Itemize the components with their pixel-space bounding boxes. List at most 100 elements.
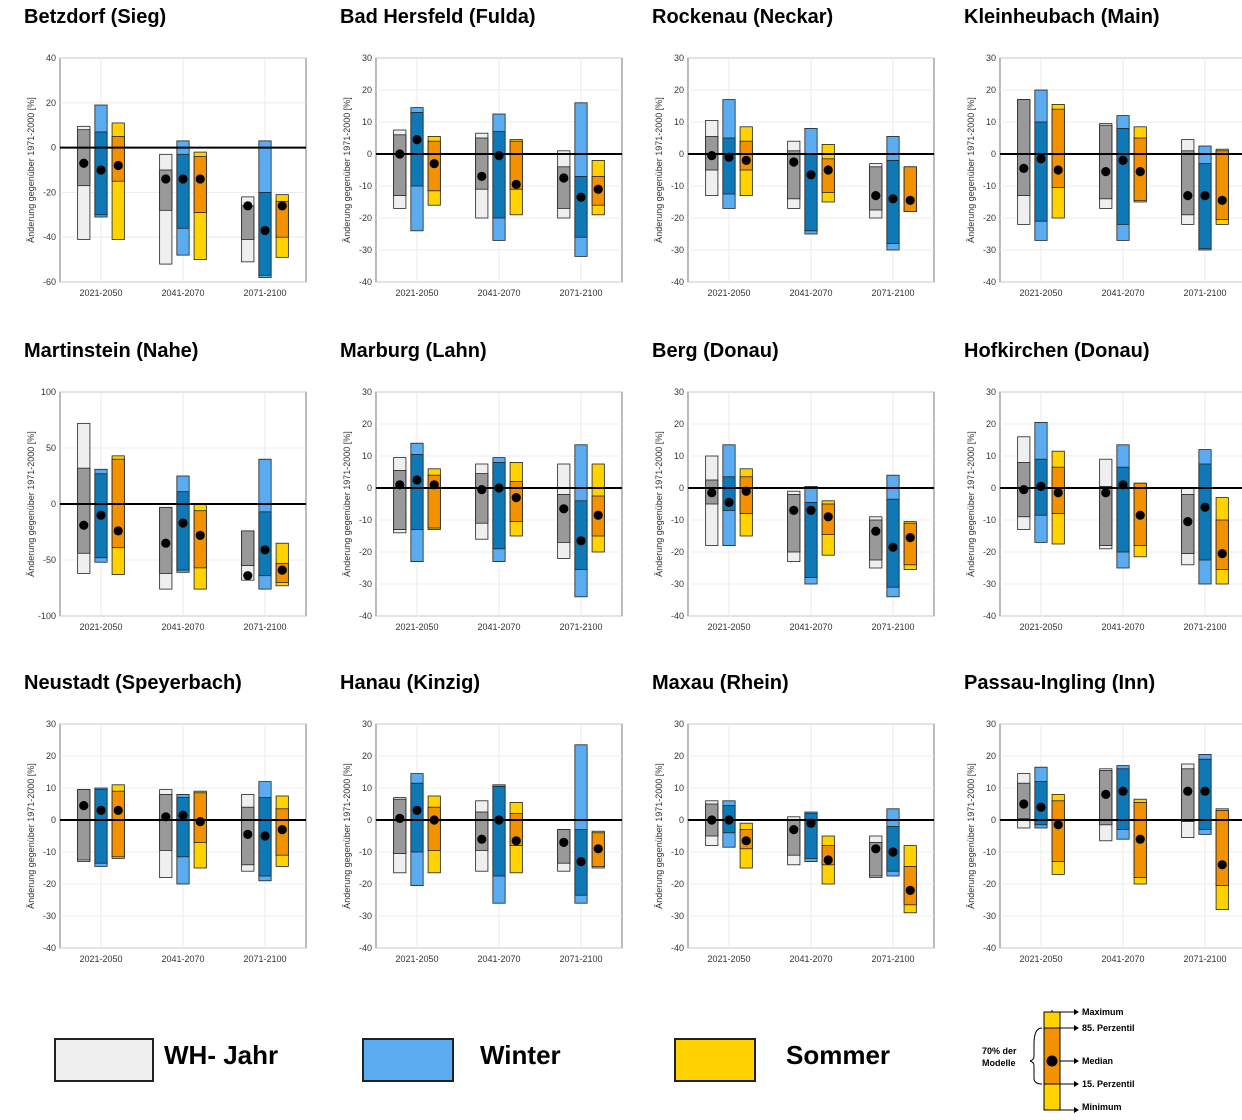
chart-panel: Marburg (Lahn) -40 -30 -20 -10 0 10 20 30 2021-20… <box>338 340 638 670</box>
y-tick-label: 10 <box>674 451 684 461</box>
y-tick-label: -10 <box>43 847 56 857</box>
box-winter-inner <box>176 153 190 229</box>
y-tick-label: -100 <box>38 611 56 621</box>
y-tick-label: -40 <box>983 277 996 287</box>
median-dot-sommer <box>1135 167 1145 177</box>
legend-label-winter: Winter <box>480 1040 561 1070</box>
y-tick-label: 20 <box>362 751 372 761</box>
chart-plot: -40 -30 -20 -10 0 10 20 30 2021-2050 2041-2070 207… <box>966 719 1242 964</box>
y-tick-label: 50 <box>46 443 56 453</box>
box-winter-inner <box>176 797 190 858</box>
median-dot-sommer <box>1217 195 1227 205</box>
y-tick-label: 30 <box>674 387 684 397</box>
box-winter-inner <box>410 782 424 853</box>
box-winter-inner <box>804 501 818 578</box>
median-dot-sommer <box>277 565 287 575</box>
key-bracket <box>1030 1027 1043 1085</box>
box-sommer-inner <box>111 790 125 858</box>
box-whjahr-inner <box>393 798 407 854</box>
key-label-p85: 85. Perzentil <box>1082 1023 1135 1033</box>
median-dot-whjahr <box>789 505 799 515</box>
median-dot-whjahr <box>559 837 569 847</box>
median-dot-whjahr <box>871 191 881 201</box>
median-dot-whjahr <box>243 201 253 211</box>
x-tick-label: 2071-2100 <box>559 288 602 298</box>
x-tick-label: 2071-2100 <box>559 622 602 632</box>
x-tick-label: 2071-2100 <box>1183 954 1226 964</box>
key-label-minimum: Minimum <box>1082 1102 1122 1112</box>
y-tick-label: -10 <box>671 515 684 525</box>
x-tick-label: 2041-2070 <box>477 288 520 298</box>
box-winter-inner <box>1116 466 1130 553</box>
y-tick-label: -20 <box>359 879 372 889</box>
y-tick-label: 20 <box>674 751 684 761</box>
median-dot-winter <box>1118 480 1128 490</box>
median-dot-sommer <box>905 195 915 205</box>
y-tick-label: -40 <box>671 277 684 287</box>
median-dot-winter <box>96 165 106 175</box>
y-tick-label: -50 <box>43 555 56 565</box>
median-dot-whjahr <box>1101 789 1111 799</box>
median-dot-sommer <box>113 526 123 536</box>
y-axis-label: Änderung gegenüber 1971-2000 [%] <box>26 431 36 577</box>
median-dot-sommer <box>195 174 205 184</box>
y-tick-label: 0 <box>367 815 372 825</box>
chart-title: Maxau (Rhein) <box>652 672 789 694</box>
box-sommer-inner <box>1215 519 1229 570</box>
x-tick-label: 2041-2070 <box>161 288 204 298</box>
box-whjahr-inner <box>787 494 801 553</box>
x-tick-label: 2021-2050 <box>1019 954 1062 964</box>
chart-title: Hofkirchen (Donau) <box>964 340 1150 362</box>
x-tick-label: 2071-2100 <box>871 622 914 632</box>
median-dot-sommer <box>277 825 287 835</box>
y-tick-label: -10 <box>983 515 996 525</box>
box-whjahr-inner <box>393 134 407 197</box>
y-tick-label: -10 <box>983 847 996 857</box>
median-dot-winter <box>1036 802 1046 812</box>
y-tick-label: 10 <box>674 783 684 793</box>
y-tick-label: 0 <box>51 815 56 825</box>
median-dot-whjahr <box>559 173 569 183</box>
median-dot-whjahr <box>477 171 487 181</box>
x-tick-label: 2071-2100 <box>1183 288 1226 298</box>
median-dot-winter <box>178 810 188 820</box>
box-winter-inner <box>574 175 588 238</box>
y-axis-label: Änderung gegenüber 1971-2000 [%] <box>966 431 976 577</box>
y-tick-label: -10 <box>983 181 996 191</box>
box-sommer-inner <box>427 806 441 851</box>
y-tick-label: -40 <box>43 943 56 953</box>
x-tick-label: 2021-2050 <box>395 622 438 632</box>
median-dot-sommer <box>429 159 439 169</box>
y-tick-label: 0 <box>991 815 996 825</box>
y-axis-label: Änderung gegenüber 1971-2000 [%] <box>342 431 352 577</box>
chart-title: Hanau (Kinzig) <box>340 672 480 694</box>
chart-plot: -40 -30 -20 -10 0 10 20 30 2021-2050 2041-2070 207… <box>654 53 935 298</box>
chart-panel: Hanau (Kinzig) -40 -30 -20 -10 0 10 20 30 2021-20… <box>338 672 638 1002</box>
y-tick-label: -20 <box>359 547 372 557</box>
median-dot-whjahr <box>707 815 717 825</box>
median-dot-sommer <box>511 179 521 189</box>
box-sommer-inner <box>111 136 125 182</box>
median-dot-sommer <box>823 855 833 865</box>
median-dot-whjahr <box>559 504 569 514</box>
median-dot-whjahr <box>871 526 881 536</box>
chart-plot: -40 -30 -20 -10 0 10 20 30 2021-2050 2041-2070 207… <box>342 53 623 298</box>
y-tick-label: 20 <box>674 419 684 429</box>
y-tick-label: -20 <box>983 213 996 223</box>
median-dot-whjahr <box>395 149 405 159</box>
y-tick-label: 10 <box>674 117 684 127</box>
median-dot-winter <box>724 815 734 825</box>
y-tick-label: 10 <box>46 783 56 793</box>
median-dot-sommer <box>823 165 833 175</box>
y-tick-label: 0 <box>679 815 684 825</box>
median-dot-whjahr <box>789 825 799 835</box>
y-tick-label: 30 <box>46 719 56 729</box>
y-tick-label: 20 <box>362 85 372 95</box>
median-dot-sommer <box>277 201 287 211</box>
x-tick-label: 2041-2070 <box>161 954 204 964</box>
y-axis-label: Änderung gegenüber 1971-2000 [%] <box>342 763 352 909</box>
median-dot-winter <box>888 194 898 204</box>
box-sommer-inner <box>821 158 835 193</box>
y-tick-label: 10 <box>986 451 996 461</box>
x-tick-label: 2071-2100 <box>871 288 914 298</box>
